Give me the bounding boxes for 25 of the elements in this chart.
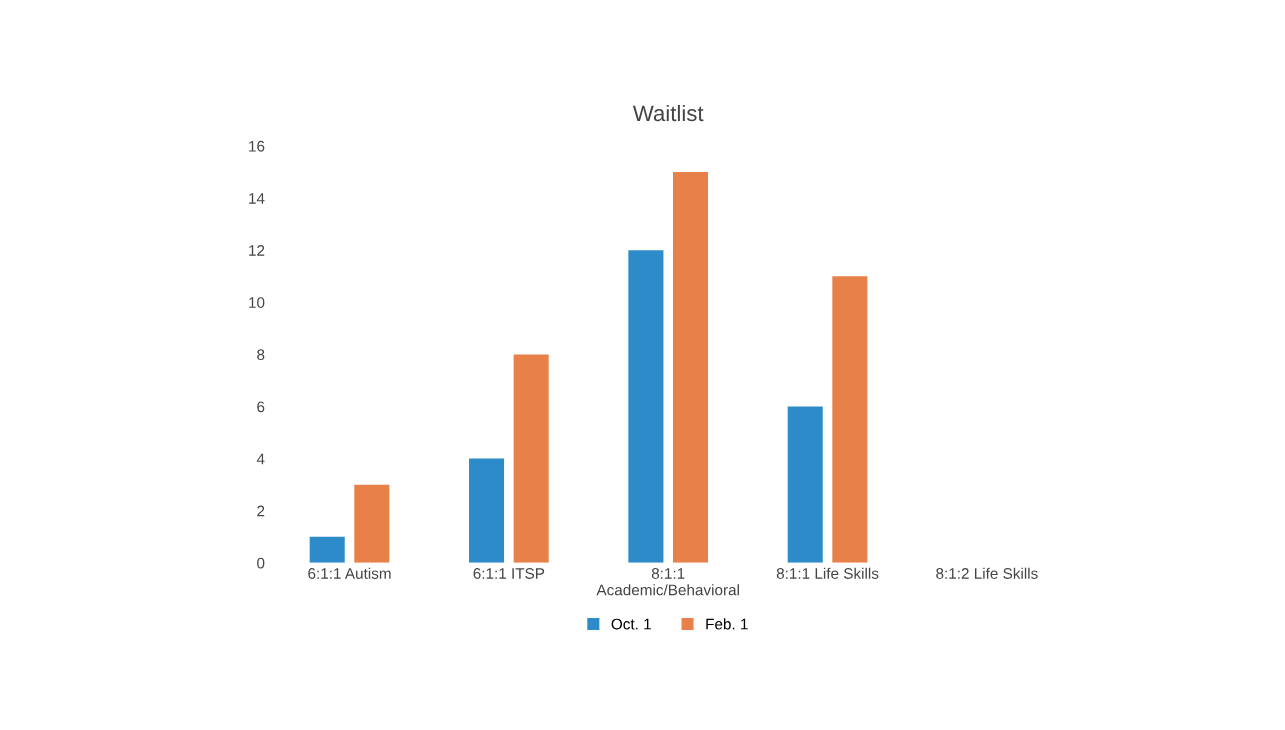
bar [469,458,505,563]
y-tick-label: 14 [249,193,265,204]
bar [787,406,823,563]
bar [628,250,664,563]
legend-label: Feb. 1 [706,618,748,630]
y-tick-label: 0 [257,557,265,569]
y-tick-label: 12 [249,245,265,256]
bar [672,172,709,563]
bar [513,354,549,563]
y-tick-label: 16 [249,140,265,152]
y-tick-label: 10 [249,297,265,308]
x-tick-label: 8:1:2 Life Skills [936,567,1038,579]
y-tick-label: 4 [256,453,265,465]
bar [354,484,390,563]
bar [832,276,868,563]
y-tick-label: 6 [257,401,265,413]
chart-title: Waitlist [632,104,704,122]
legend-label: Oct. 1 [611,618,651,630]
y-tick-label: 2 [257,505,265,517]
y-tick-label: 8 [257,349,265,361]
x-tick-label: 8:1:1 Life Skills [776,567,879,579]
x-tick-label: 8:1:1 Academic/Behavioral [596,568,739,596]
x-tick-label: 6:1:1 ITSP [473,568,545,579]
bar [309,536,345,563]
x-tick-label: 6:1:1 Autism [308,567,391,579]
